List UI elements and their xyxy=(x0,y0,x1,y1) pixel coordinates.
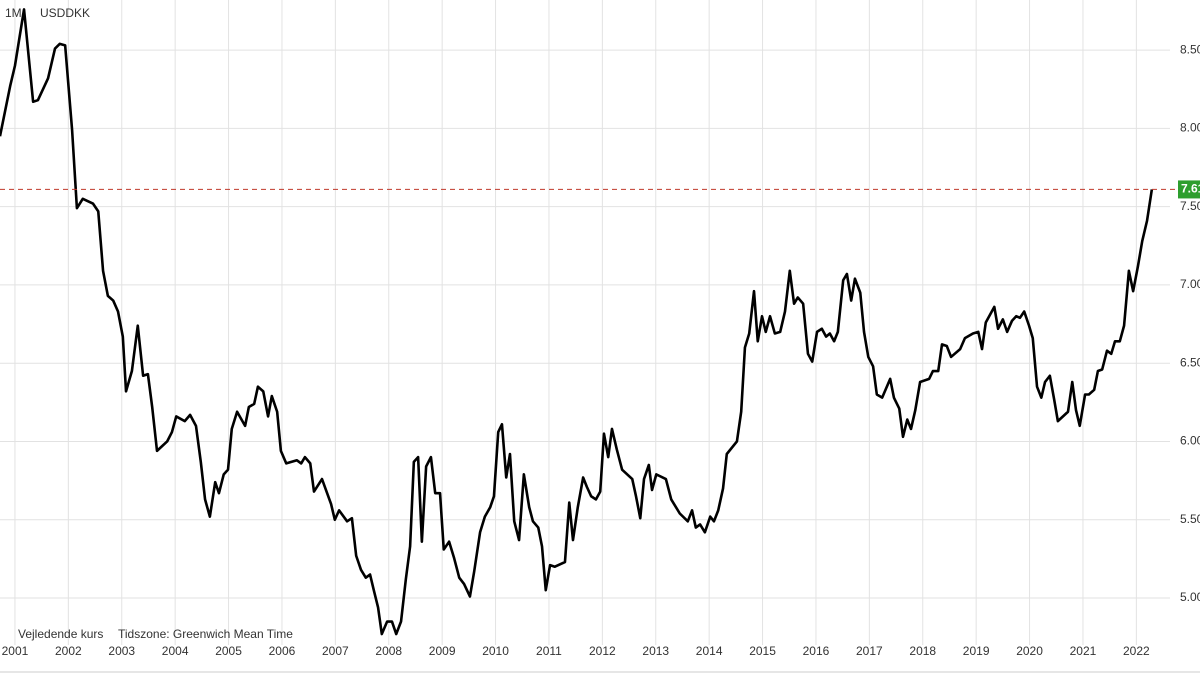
last-value-label: 7.61 xyxy=(1181,182,1200,196)
x-tick-label: 2016 xyxy=(803,644,830,658)
chart-title: USDDKK xyxy=(40,6,90,20)
plot xyxy=(0,8,1178,636)
interval-label: 1M xyxy=(5,6,22,20)
x-tick-label: 2011 xyxy=(536,644,562,658)
x-tick-label: 2015 xyxy=(749,644,776,658)
x-tick-label: 2003 xyxy=(108,644,135,658)
grid xyxy=(0,0,1170,645)
y-tick-label: 5.00 xyxy=(1180,590,1200,604)
x-tick-label: 2019 xyxy=(963,644,990,658)
x-tick-label: 2006 xyxy=(269,644,296,658)
y-tick-label: 8.00 xyxy=(1180,121,1200,135)
x-tick-label: 2014 xyxy=(696,644,723,658)
x-tick-label: 2018 xyxy=(909,644,936,658)
y-tick-label: 5.50 xyxy=(1180,512,1200,526)
x-tick-label: 2013 xyxy=(642,644,669,658)
x-tick-label: 2009 xyxy=(429,644,456,658)
price-line xyxy=(0,8,1154,636)
x-tick-label: 2008 xyxy=(375,644,402,658)
x-tick-label: 2010 xyxy=(482,644,509,658)
x-tick-label: 2022 xyxy=(1123,644,1150,658)
last-value-box xyxy=(1178,180,1200,199)
x-tick-label: 2002 xyxy=(55,644,82,658)
x-tick-label: 2007 xyxy=(322,644,349,658)
x-tick-label: 2005 xyxy=(215,644,242,658)
x-tick-label: 2012 xyxy=(589,644,616,658)
y-tick-label: 8.50 xyxy=(1180,42,1200,56)
y-tick-label: 6.00 xyxy=(1180,434,1200,448)
y-tick-label: 7.50 xyxy=(1180,199,1200,213)
y-tick-label: 7.00 xyxy=(1180,277,1200,291)
x-tick-label: 2017 xyxy=(856,644,883,658)
x-tick-label: 2020 xyxy=(1016,644,1043,658)
x-tick-label: 2001 xyxy=(2,644,29,658)
source-note: Vejledende kurs xyxy=(18,627,103,641)
x-tick-label: 2021 xyxy=(1070,644,1097,658)
timezone-note: Tidszone: Greenwich Mean Time xyxy=(118,627,293,641)
x-tick-label: 2004 xyxy=(162,644,189,658)
y-tick-label: 6.50 xyxy=(1180,355,1200,369)
